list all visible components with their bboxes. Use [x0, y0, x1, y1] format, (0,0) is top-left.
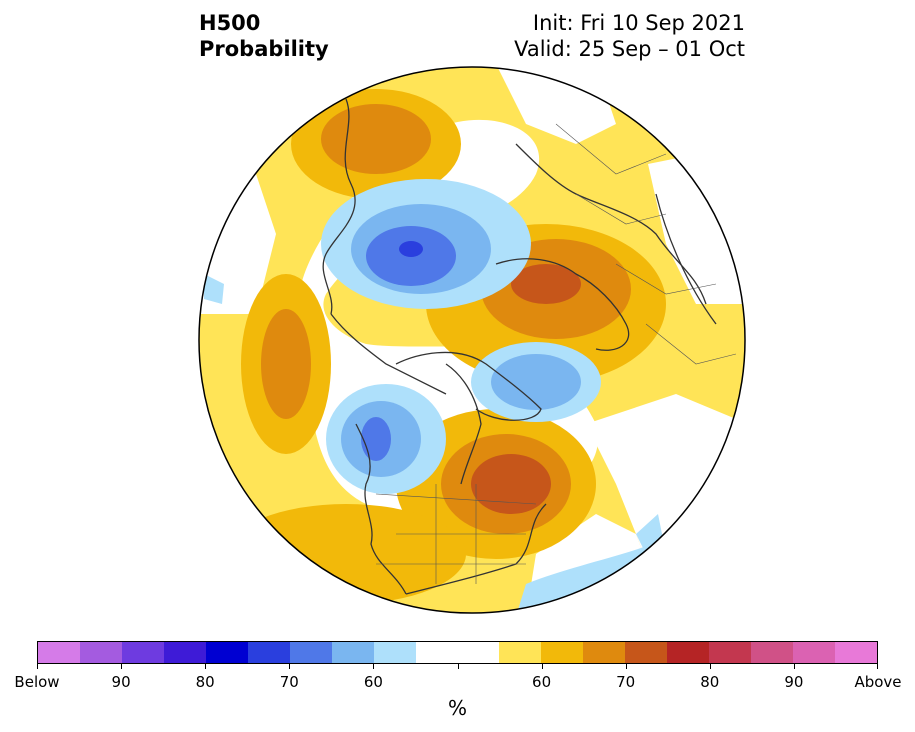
colorbar-tick-label: 90 — [784, 673, 804, 691]
colorbar-segment — [709, 642, 752, 663]
colorbar-tick — [457, 664, 459, 669]
colorbar-segment — [541, 642, 584, 663]
colorbar-tick — [37, 664, 38, 669]
colorbar-tick-label: 90 — [111, 673, 131, 691]
colorbar-segment — [373, 642, 416, 663]
colorbar-segment — [289, 642, 332, 663]
colorbar-segment — [247, 642, 290, 663]
colorbar-tickmarks — [0, 664, 915, 670]
colorbar-segment — [415, 642, 458, 663]
colorbar-tick — [373, 664, 375, 669]
variable-title: H500 — [199, 11, 261, 35]
colorbar-segment — [331, 642, 374, 663]
valid-period: Valid: 25 Sep – 01 Oct — [514, 37, 745, 61]
colorbar-segment — [205, 642, 248, 663]
coastlines — [322, 98, 717, 595]
colorbar-segment — [835, 642, 878, 663]
colorbar-segment — [499, 642, 542, 663]
above-70-region — [261, 104, 631, 534]
title-left: H500 Probability — [199, 10, 329, 62]
above-80-region — [471, 264, 581, 514]
colorbar-segment — [457, 642, 500, 663]
colorbar-labels: Below 90 80 70 60 60 70 80 90 Above — [0, 673, 915, 693]
polar-map — [198, 66, 746, 614]
product-title: Probability — [199, 37, 329, 61]
colorbar-tick-label: Below — [14, 673, 60, 691]
colorbar-tick — [793, 664, 795, 669]
colorbar-tick-label: Above — [854, 673, 902, 691]
colorbar-tick-label: 70 — [279, 673, 299, 691]
colorbar-segment — [625, 642, 668, 663]
colorbar-segment — [667, 642, 710, 663]
colorbar-tick — [877, 664, 878, 669]
colorbar-tick — [541, 664, 543, 669]
colorbar-tick — [709, 664, 711, 669]
colorbar-tick — [289, 664, 291, 669]
colorbar-tick — [625, 664, 627, 669]
colorbar — [37, 641, 878, 664]
colorbar-segment — [38, 642, 80, 663]
colorbar-segment — [751, 642, 794, 663]
colorbar-tick-label: 60 — [532, 673, 552, 691]
colorbar-unit: % — [447, 696, 467, 720]
colorbar-tick — [205, 664, 207, 669]
colorbar-segment — [163, 642, 206, 663]
colorbar-segment — [79, 642, 122, 663]
colorbar-tick-label: 80 — [700, 673, 720, 691]
colorbar-tick — [121, 664, 123, 669]
init-date: Init: Fri 10 Sep 2021 — [532, 11, 745, 35]
map-boundary — [198, 66, 746, 614]
colorbar-segment — [121, 642, 164, 663]
title-right: Init: Fri 10 Sep 2021 Valid: 25 Sep – 01… — [514, 10, 745, 62]
colorbar-tick-label: 70 — [616, 673, 636, 691]
below-80-region — [399, 241, 423, 257]
colorbar-tick-label: 60 — [363, 673, 383, 691]
colorbar-tick-label: 80 — [195, 673, 215, 691]
colorbar-segment — [583, 642, 626, 663]
country-borders — [375, 123, 737, 584]
colorbar-segment — [793, 642, 836, 663]
